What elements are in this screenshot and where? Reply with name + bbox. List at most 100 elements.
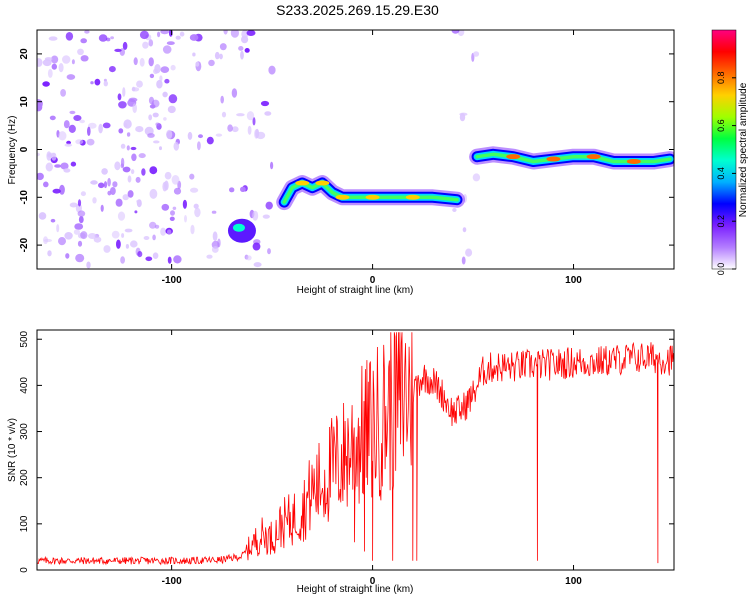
- noise-speckle: [126, 145, 130, 151]
- noise-speckle: [219, 43, 227, 51]
- x-tick-label: -100: [162, 576, 182, 587]
- noise-speckle: [131, 153, 137, 162]
- track-peak: [626, 158, 641, 164]
- noise-speckle: [215, 133, 223, 137]
- noise-speckle: [122, 166, 131, 173]
- track-peak: [586, 154, 601, 160]
- noise-speckle: [116, 239, 121, 249]
- noise-speckle: [120, 143, 126, 149]
- noise-speckle: [142, 41, 149, 49]
- noise-speckle: [135, 176, 141, 183]
- noise-speckle: [187, 131, 193, 140]
- noise-speckle: [147, 133, 155, 138]
- y-tick-label: 0: [19, 146, 30, 152]
- noise-speckle: [77, 199, 82, 207]
- noise-speckle: [92, 197, 97, 204]
- noise-speckle: [49, 115, 56, 121]
- noise-speckle: [238, 46, 244, 51]
- noise-speckle: [211, 246, 219, 253]
- noise-speckle: [170, 210, 175, 216]
- track-peak: [315, 180, 330, 186]
- colorbar-label: Normalized spectral amplitude: [738, 82, 749, 217]
- noise-speckle: [162, 91, 168, 98]
- noise-speckle: [160, 227, 167, 236]
- noise-speckle: [135, 126, 144, 133]
- noise-speckle: [94, 78, 101, 86]
- noise-speckle: [98, 123, 103, 134]
- noise-speckle: [264, 111, 272, 116]
- noise-speckle: [103, 181, 108, 189]
- noise-speckle: [37, 152, 40, 157]
- track-peak: [506, 154, 521, 160]
- noise-speckle: [160, 30, 170, 35]
- noise-speckle: [132, 103, 137, 114]
- noise-speckle: [171, 175, 180, 185]
- track-peak: [546, 156, 561, 162]
- noise-speckle: [465, 248, 473, 257]
- noise-speckle: [122, 194, 129, 201]
- noise-speckle: [223, 30, 228, 35]
- noise-speckle: [244, 48, 250, 53]
- noise-speckle: [151, 102, 155, 109]
- noise-speckle: [47, 250, 52, 257]
- noise-speckle: [90, 180, 98, 185]
- noise-speckle: [127, 190, 134, 198]
- colorbar-tick-label: 0.8: [716, 72, 726, 85]
- colorbar-tick-label: 0.0: [716, 263, 726, 276]
- noise-speckle: [110, 187, 116, 195]
- noise-speckle: [168, 94, 178, 104]
- colorbar-tick-label: 0.2: [716, 215, 726, 228]
- noise-speckle: [193, 203, 199, 209]
- x-tick-label: 100: [565, 275, 582, 286]
- snr-background: [37, 330, 674, 570]
- noise-speckle: [60, 89, 66, 97]
- y-tick-label: -20: [19, 237, 30, 252]
- noise-speckle: [156, 79, 163, 89]
- noise-speckle: [145, 256, 153, 262]
- noise-speckle: [236, 113, 245, 117]
- noise-speckle: [122, 41, 128, 50]
- noise-speckle: [164, 78, 170, 84]
- colorbar-tick-label: 0.6: [716, 119, 726, 132]
- noise-speckle: [79, 119, 85, 124]
- y-tick-label: 400: [19, 377, 30, 394]
- noise-speckle: [112, 181, 118, 188]
- noise-speckle: [80, 55, 89, 62]
- noise-speckle: [80, 38, 87, 44]
- noise-speckle: [43, 238, 53, 243]
- noise-speckle: [211, 210, 217, 214]
- noise-speckle: [162, 45, 172, 54]
- noise-speckle: [101, 168, 108, 175]
- noise-speckle: [220, 95, 224, 104]
- noise-speckle: [109, 66, 116, 73]
- noise-speckle: [58, 131, 67, 141]
- noise-speckle: [98, 182, 105, 189]
- noise-speckle: [265, 201, 273, 210]
- noise-speckle: [219, 53, 223, 60]
- noise-speckle: [69, 110, 76, 115]
- snr-ylabel: SNR (10 * v/v): [7, 418, 18, 482]
- noise-speckle: [123, 123, 128, 128]
- noise-speckle: [128, 97, 138, 103]
- noise-speckle: [267, 248, 271, 255]
- y-tick-label: 10: [19, 96, 30, 108]
- noise-speckle: [121, 233, 125, 238]
- noise-speckle: [256, 131, 266, 140]
- noise-speckle: [51, 152, 57, 161]
- noise-speckle: [80, 231, 88, 240]
- noise-speckle: [66, 140, 71, 145]
- noise-speckle: [131, 86, 136, 92]
- noise-speckle: [138, 153, 146, 159]
- x-tick-label: 100: [565, 576, 582, 587]
- noise-speckle: [212, 231, 218, 241]
- noise-speckle: [164, 171, 172, 180]
- noise-speckle: [130, 240, 138, 248]
- noise-speckle: [252, 117, 256, 126]
- noise-speckle: [152, 252, 159, 259]
- noise-speckle: [50, 218, 56, 223]
- noise-speckle: [240, 50, 244, 60]
- y-tick-label: 100: [19, 515, 30, 532]
- noise-speckle: [114, 161, 121, 171]
- noise-speckle: [141, 168, 146, 176]
